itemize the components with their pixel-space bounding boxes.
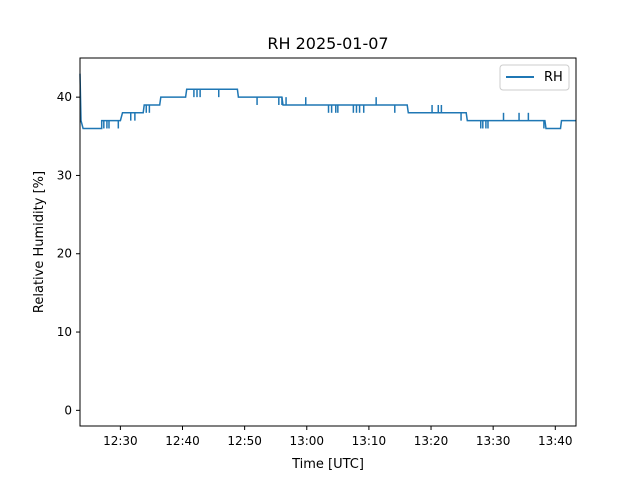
chart-title: RH 2025-01-07 <box>267 34 388 53</box>
x-axis-label: Time [UTC] <box>291 457 364 472</box>
rh-series-line <box>79 73 576 130</box>
legend-label: RH <box>544 70 563 85</box>
x-tick-label: 12:30 <box>103 434 138 448</box>
x-tick-label: 13:40 <box>538 434 573 448</box>
legend-box <box>499 64 570 91</box>
x-tick-label: 13:20 <box>414 434 449 448</box>
y-tick-label: 20 <box>57 247 72 261</box>
y-tick-label: 30 <box>57 168 72 182</box>
y-tick-label: 0 <box>64 403 72 417</box>
y-tick-label: 10 <box>57 325 72 339</box>
y-axis-label: Relative Humidity [%] <box>32 171 47 313</box>
x-tick-label: 13:30 <box>476 434 511 448</box>
x-tick-label: 12:50 <box>227 434 262 448</box>
axes-frame <box>79 57 577 427</box>
x-tick-label: 12:40 <box>165 434 200 448</box>
x-tick-label: 13:10 <box>352 434 387 448</box>
plot-area <box>79 73 576 130</box>
x-tick-label: 13:00 <box>289 434 324 448</box>
legend: RH <box>499 64 570 91</box>
y-axis: 0 10 20 30 40 <box>57 90 80 417</box>
y-tick-label: 40 <box>57 90 72 104</box>
x-axis: 12:30 12:40 12:50 13:00 13:10 13:20 13:30 13:40 <box>103 426 573 448</box>
